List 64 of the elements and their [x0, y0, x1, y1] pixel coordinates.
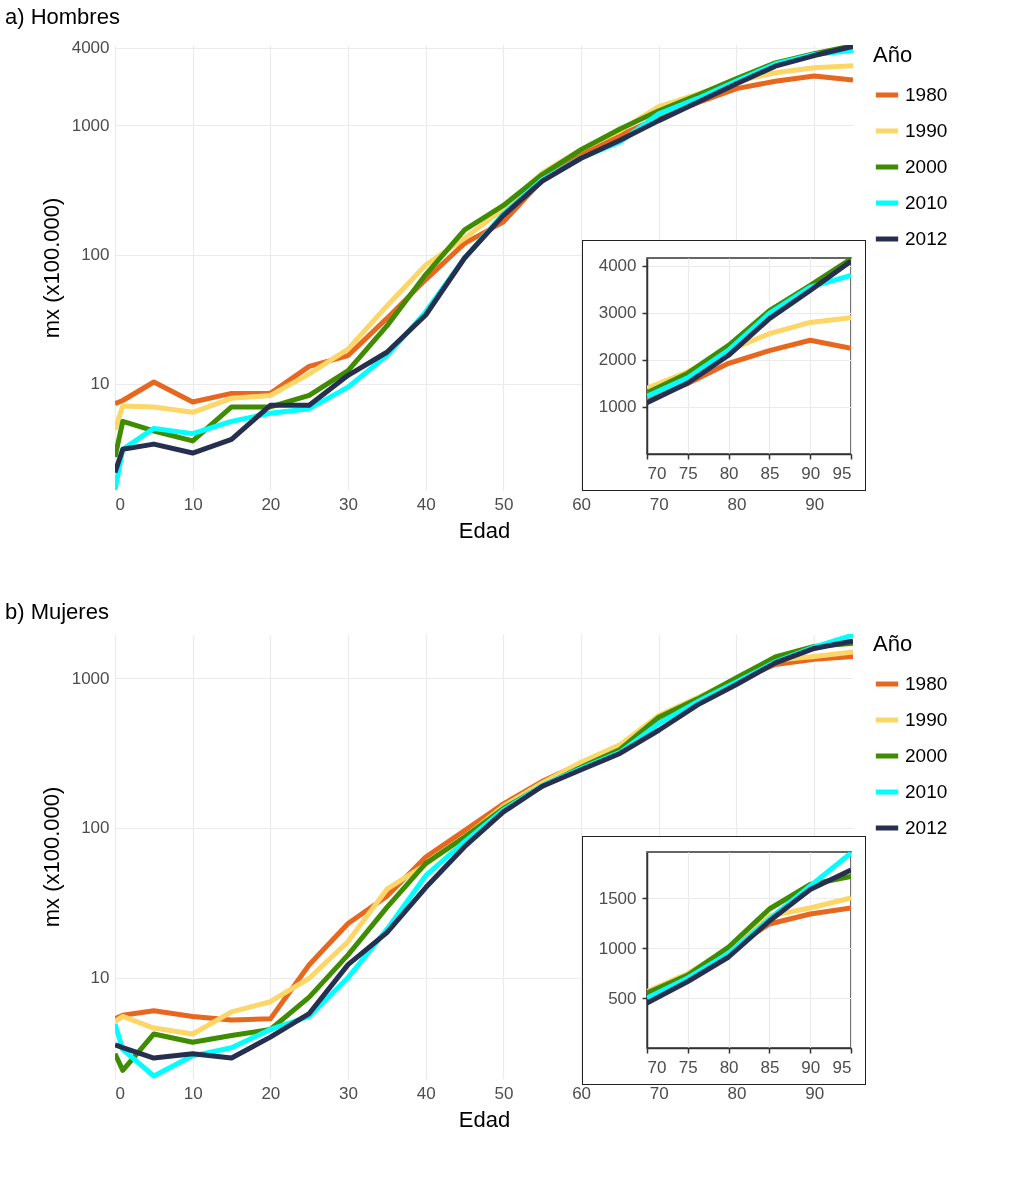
y-tick-label: 4000: [598, 256, 637, 276]
legend-label: 2012: [905, 228, 948, 249]
x-tick-label: 70: [647, 463, 667, 483]
legend-label: 1990: [905, 120, 948, 141]
x-tick-label: 75: [678, 1057, 698, 1077]
y-tick-label: 4000: [71, 38, 110, 58]
x-tick-label: 50: [494, 1083, 514, 1103]
legend-title: Año: [873, 42, 913, 67]
y-axis-title: mx (x100.000): [38, 786, 64, 928]
x-tick-label: 30: [339, 1083, 359, 1103]
chart-title: b) Mujeres: [5, 599, 109, 624]
x-tick-label: 20: [261, 1083, 281, 1103]
x-tick-label: 0: [115, 1083, 125, 1103]
y-tick-label: 100: [81, 245, 110, 265]
legend-label: 1980: [905, 84, 948, 105]
x-tick-label: 70: [647, 1057, 667, 1077]
legend-label: 2000: [905, 156, 948, 177]
y-tick-label: 10: [90, 374, 110, 394]
x-tick-label: 80: [727, 494, 747, 514]
y-tick-label: 1000: [71, 115, 110, 135]
legend-label: 1990: [905, 709, 948, 730]
y-tick-label: 1000: [598, 938, 637, 958]
y-tick-label: 1000: [71, 668, 110, 688]
x-tick-label: 90: [801, 463, 821, 483]
legend-title: Año: [873, 631, 913, 656]
x-tick-label: 75: [678, 463, 698, 483]
y-tick-label: 3000: [598, 303, 637, 323]
x-tick-label: 70: [649, 1083, 669, 1103]
x-axis-title: Edad: [458, 517, 511, 543]
chart-title: a) Hombres: [5, 3, 120, 29]
x-tick-label: 10: [183, 1083, 203, 1103]
x-tick-label: 80: [719, 463, 739, 483]
x-tick-label: 0: [115, 494, 125, 514]
x-tick-label: 40: [416, 494, 436, 514]
x-tick-label: 50: [494, 494, 514, 514]
legend-label: 1980: [905, 673, 948, 694]
x-tick-label: 95: [832, 1057, 852, 1077]
legend-label: 2000: [905, 745, 948, 766]
y-tick-label: 100: [81, 818, 110, 838]
x-tick-label: 80: [719, 1057, 739, 1077]
x-tick-label: 70: [649, 494, 669, 514]
legend-label: 2010: [905, 192, 948, 213]
x-tick-label: 90: [805, 1083, 825, 1103]
y-tick-label: 500: [608, 988, 637, 1008]
legend-label: 2012: [905, 817, 948, 838]
y-tick-label: 10: [90, 968, 110, 988]
x-tick-label: 20: [261, 494, 281, 514]
x-tick-label: 85: [760, 463, 780, 483]
x-tick-label: 80: [727, 1083, 747, 1103]
y-axis-title: mx (x100.000): [38, 197, 64, 339]
x-tick-label: 90: [801, 1057, 821, 1077]
legend-label: 2010: [905, 781, 948, 802]
x-tick-label: 90: [805, 494, 825, 514]
x-tick-label: 60: [572, 494, 592, 514]
x-tick-label: 30: [339, 494, 359, 514]
x-tick-label: 10: [183, 494, 203, 514]
y-tick-label: 1000: [598, 397, 637, 417]
x-tick-label: 40: [416, 1083, 436, 1103]
x-tick-label: 85: [760, 1057, 780, 1077]
x-axis-title: Edad: [458, 1106, 511, 1132]
x-tick-label: 95: [832, 463, 852, 483]
x-tick-label: 60: [572, 1083, 592, 1103]
y-tick-label: 2000: [598, 350, 637, 370]
y-tick-label: 1500: [598, 888, 637, 908]
